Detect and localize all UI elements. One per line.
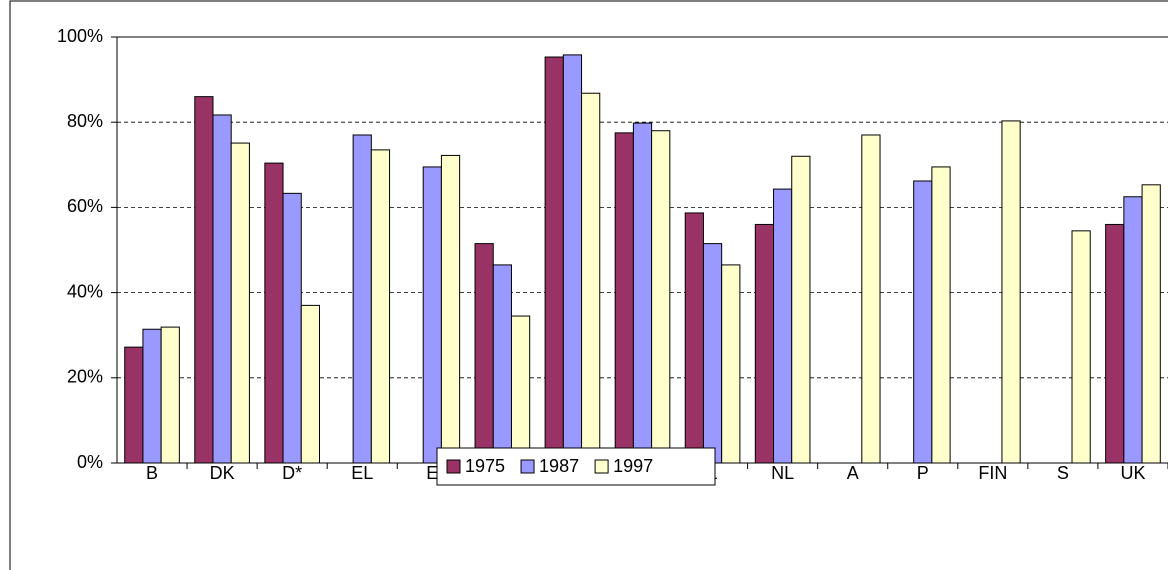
bar [684,212,704,464]
bar [370,149,391,464]
bar [632,122,653,464]
bar [352,134,372,464]
x-tick-label: S [1057,463,1069,483]
legend-label: 1987 [539,456,579,476]
bar [702,243,723,464]
y-tick-label: 0% [77,452,103,472]
bar [614,132,634,464]
bar [230,142,250,464]
y-tick-label: 60% [67,196,103,216]
bar [264,162,284,464]
bar [160,326,180,464]
legend-label: 1997 [613,456,653,476]
bar [791,155,811,464]
y-tick-label: 80% [67,111,103,131]
bar [510,315,531,464]
y-tick-label: 100% [57,26,103,46]
bar [1071,230,1091,464]
bar [913,180,933,464]
bar [1123,196,1143,464]
bar [562,54,583,464]
bar [861,134,881,464]
bar [651,130,671,464]
bar [422,166,442,464]
bar [474,243,494,464]
x-tick-label: A [847,463,859,483]
x-tick-label: DK [210,463,235,483]
y-tick-label: 40% [67,281,103,301]
x-tick-label: FIN [978,463,1007,483]
bar [581,92,601,464]
bar [544,56,564,464]
y-tick-label: 20% [67,367,103,387]
bar [300,304,320,464]
x-tick-label: E [426,463,438,483]
bar [721,264,741,464]
bar [142,328,162,464]
x-tick-label: UK [1120,463,1145,483]
legend-swatch [446,459,461,474]
bar [773,188,793,464]
bar [1105,223,1125,464]
legend-box [436,447,716,486]
legend-swatch [520,459,535,474]
bar [282,192,302,464]
legend-label: 1975 [465,456,505,476]
bar [194,96,214,464]
legend-swatch [594,459,609,474]
bar [124,346,144,464]
x-tick-label: P [917,463,929,483]
bar [492,264,512,464]
bar [754,223,775,464]
bar [1141,184,1161,464]
x-tick-label: EL [351,463,373,483]
bar [440,154,461,464]
bar [212,114,232,464]
x-tick-label: NL [771,463,794,483]
bar [931,166,951,464]
x-tick-label: D* [282,463,302,483]
x-tick-label: B [146,463,158,483]
chart-frame [9,0,1168,570]
bar [1001,120,1021,464]
